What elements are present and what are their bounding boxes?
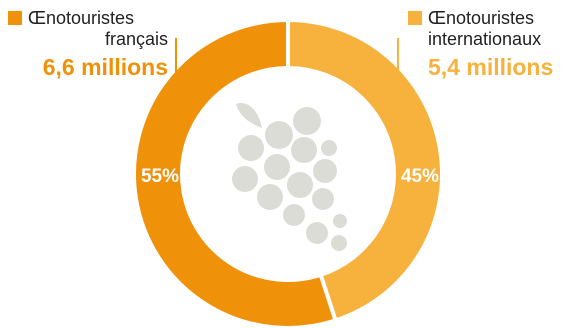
grape-bunch-icon bbox=[232, 103, 347, 251]
legend-value-french: 6,6 millions bbox=[42, 54, 168, 80]
legend-swatch-international bbox=[408, 11, 422, 25]
donut-slice-international bbox=[286, 17, 444, 323]
legend-swatch-french bbox=[8, 11, 22, 25]
legend-name-french-line2: français bbox=[104, 29, 168, 49]
legend-french: Œnotouristes français 6,6 millions bbox=[8, 8, 168, 81]
legend-international: Œnotouristes internationaux 5,4 millions bbox=[408, 8, 573, 81]
legend-row-international: Œnotouristes bbox=[408, 8, 573, 29]
legend-value-international: 5,4 millions bbox=[428, 54, 554, 80]
percentage-labels: 55% 45% bbox=[141, 166, 439, 187]
donut-slices bbox=[132, 17, 444, 328]
donut-slice-french bbox=[132, 17, 339, 328]
legend-leader-left bbox=[175, 38, 177, 78]
percentage-label-international: 45% bbox=[401, 166, 439, 187]
legend-name-international-line1: Œnotouristes bbox=[428, 8, 535, 28]
percentage-label-french: 55% bbox=[141, 166, 179, 187]
legend-name-international-line2: internationaux bbox=[428, 29, 542, 49]
legend-row-french: Œnotouristes bbox=[8, 8, 168, 29]
legend-name-french-line1: Œnotouristes bbox=[28, 8, 135, 28]
legend-leader-right bbox=[397, 38, 399, 78]
